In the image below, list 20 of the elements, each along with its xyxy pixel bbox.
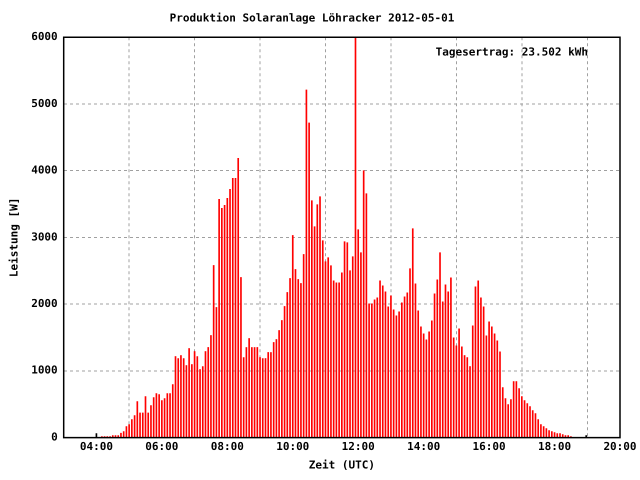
y-tick-label: 2000: [31, 296, 58, 310]
x-tick-label: 18:00: [538, 440, 572, 454]
y-tick-label: 1000: [31, 364, 58, 377]
chart-title: Produktion Solaranlage Löhracker 2012-05-01: [170, 11, 455, 24]
x-tick-label: 06:00: [145, 440, 178, 454]
x-tick-label: 04:00: [80, 440, 113, 454]
x-tick-label: 14:00: [407, 440, 440, 454]
x-axis-title: Zeit (UTC): [308, 458, 375, 472]
y-axis-title: Leistung [W]: [7, 198, 20, 278]
x-tick-label: 08:00: [210, 440, 244, 454]
annotation: Tagesertrag: 23.502 kWh: [436, 46, 588, 59]
y-tick-label: 0: [51, 430, 58, 444]
y-tick-label: 6000: [31, 30, 58, 44]
x-tick-label: 16:00: [472, 440, 506, 454]
x-tick-label: 12:00: [342, 440, 375, 454]
x-tick-label: 20:00: [603, 440, 637, 454]
y-tick-label: 3000: [31, 230, 58, 244]
y-tick-label: 5000: [31, 96, 58, 110]
x-tick-label: 10:00: [276, 440, 310, 454]
y-tick-label: 4000: [31, 164, 58, 177]
